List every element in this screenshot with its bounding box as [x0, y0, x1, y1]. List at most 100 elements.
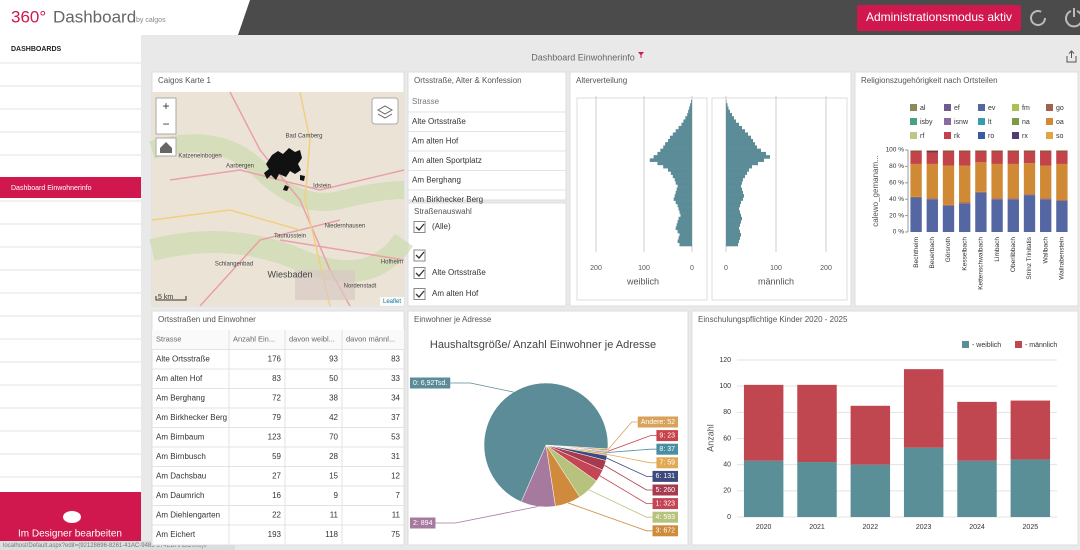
stack-segment: [975, 192, 987, 232]
age-bar: [657, 151, 692, 156]
zoom-out[interactable]: −: [162, 117, 169, 131]
stack-segment: [1007, 163, 1019, 199]
admin-button-label[interactable]: Administrationsmodus aktiv: [866, 10, 1012, 24]
stack-segment: [910, 196, 922, 198]
checkbox[interactable]: [413, 288, 426, 300]
street-item: Am Birkhecker Berg: [412, 195, 483, 204]
age-bar: [677, 220, 692, 224]
attribution[interactable]: Leaflet: [383, 299, 401, 305]
table-cell: 31: [391, 452, 400, 461]
age-bar: [677, 229, 692, 234]
age-bar: [726, 203, 740, 208]
layer-icon: [376, 105, 394, 119]
legend-swatch: [1046, 118, 1053, 125]
sidebar-active-label[interactable]: Dashboard Einwohnerinfo: [11, 185, 92, 192]
leader-line: [606, 457, 653, 477]
age-bar: [726, 155, 770, 159]
slice-label: 3: 672: [656, 528, 676, 535]
table-cell: 123: [268, 432, 282, 441]
layer-button[interactable]: [371, 97, 399, 125]
age-bar: [675, 190, 692, 195]
stack-segment: [1007, 150, 1019, 151]
stack-segment: [1040, 198, 1052, 200]
age-bar: [726, 145, 757, 149]
stack-segment: [975, 150, 987, 151]
logo-by: by calgos: [136, 17, 166, 24]
age-bar: [679, 242, 692, 247]
leader-line: [607, 453, 657, 464]
table-cell: 9: [334, 491, 339, 500]
age-bar: [672, 174, 692, 179]
age-bar: [678, 207, 692, 211]
age-bar: [726, 236, 740, 240]
x-tick-label: 2024: [969, 524, 985, 531]
bar-segment: [850, 464, 891, 517]
age-bar: [726, 207, 739, 211]
table-cell: 93: [329, 354, 338, 363]
stack-segment: [942, 204, 955, 206]
filter-item: Am alten Hof: [432, 289, 479, 298]
map-address-points: [264, 148, 305, 191]
age-bar: [649, 158, 692, 162]
page-title: Dashboard Einwohnerinfo: [531, 52, 635, 62]
slice-label-box: [410, 517, 436, 529]
designer-button-label[interactable]: Im Designer bearbeiten: [18, 529, 122, 540]
street-item: Am alten Sportplatz: [412, 156, 482, 165]
x-tick-label: 200: [820, 265, 832, 272]
age-bar: [726, 106, 729, 111]
map-forest: [149, 231, 414, 283]
checkbox[interactable]: [413, 221, 426, 233]
stack-segment: [991, 198, 1003, 200]
bar-segment: [797, 462, 837, 517]
map-place: Niedernhausen: [325, 224, 366, 230]
stack-segment: [942, 205, 955, 232]
table-cell: 38: [329, 393, 338, 402]
zoom-control[interactable]: [155, 97, 177, 135]
power-icon[interactable]: [1065, 8, 1080, 28]
slice-label-box: [656, 443, 678, 455]
age-bar: [726, 184, 741, 188]
series-label: weiblich: [626, 276, 659, 286]
stack-segment: [926, 150, 938, 151]
table-cell: 75: [391, 530, 400, 539]
zoom-in[interactable]: +: [162, 99, 169, 113]
legend-swatch: [910, 104, 917, 111]
age-bar: [681, 122, 692, 127]
admin-button[interactable]: [857, 5, 1021, 31]
x-tick-label: 2023: [916, 524, 932, 531]
age-bar: [673, 197, 692, 201]
legend-label: ev: [988, 105, 996, 112]
table-cell: 118: [325, 530, 338, 539]
filter-icon[interactable]: [638, 52, 644, 58]
age-bar: [678, 236, 692, 240]
checkbox[interactable]: [413, 249, 426, 262]
x-tick-label: Beuerbach: [929, 237, 936, 269]
age-bar: [663, 145, 692, 149]
sidebar-active-item[interactable]: [0, 177, 141, 198]
home-icon: [160, 142, 172, 153]
table-cell: 176: [268, 354, 282, 363]
slice-label-box: [652, 498, 678, 510]
share-icon[interactable]: [1066, 50, 1077, 63]
bar-segment: [957, 401, 997, 461]
table-cell: 22: [272, 510, 281, 519]
age-bar: [675, 181, 692, 185]
stack-segment: [1023, 163, 1036, 195]
stack-segment: [926, 150, 938, 153]
table-cell: 11: [330, 510, 339, 519]
x-tick-label: Kettenschwalbach: [978, 237, 985, 290]
bar-segment: [903, 369, 944, 448]
age-bar: [690, 103, 692, 107]
stack-segment: [991, 199, 1003, 232]
stack-segment: [1007, 198, 1019, 200]
y-tick-label: 0 %: [893, 229, 904, 236]
age-bar: [726, 210, 740, 214]
checkbox[interactable]: [413, 267, 426, 279]
map-place: Taunusstein: [274, 234, 306, 240]
bar-segment: [797, 384, 837, 463]
stack-segment: [1040, 165, 1052, 199]
table-cell: Am Birkhecker Berg: [156, 413, 227, 422]
table-cell: 59: [272, 452, 281, 461]
age-bar: [726, 119, 736, 124]
refresh-icon[interactable]: [1030, 10, 1046, 26]
